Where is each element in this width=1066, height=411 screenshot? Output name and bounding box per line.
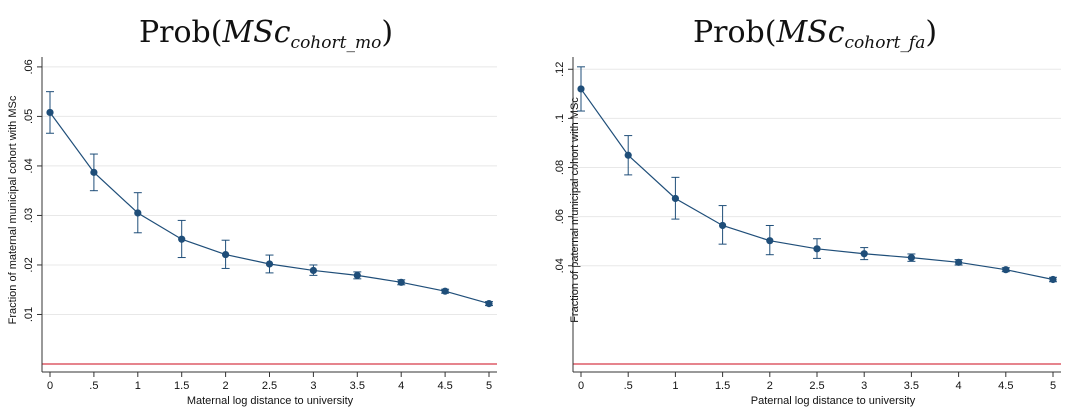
plot-area: .04 .06 .08 .1 .12 0 .5 1 1.5 2 2.5 3 3.5 4 4.5 5	[554, 57, 1061, 392]
x-axis-label: Maternal log distance to university	[187, 395, 354, 407]
data-point	[577, 85, 585, 93]
x-tick-label: 2.5	[809, 380, 824, 392]
data-point	[46, 108, 54, 117]
x-tick-label: .5	[89, 380, 98, 392]
x-tick-label: 3	[310, 380, 316, 392]
x-tick-label: 1	[135, 380, 141, 392]
y-tick-label: .06	[23, 59, 35, 74]
y-tick-label: .12	[554, 62, 566, 77]
data-point	[178, 235, 186, 243]
x-tick-label: 2	[223, 380, 229, 392]
maternal-distance-chart: Prob(MSccohort_mo) Maternal log distance…	[7, 15, 497, 407]
y-tick-label: .1	[554, 114, 566, 123]
data-point	[624, 151, 632, 159]
data-point	[907, 254, 915, 262]
x-tick-label: 5	[486, 380, 492, 392]
data-point	[719, 221, 727, 230]
data-point	[265, 260, 274, 268]
data-point	[90, 168, 98, 176]
x-tick-label: 2.5	[262, 380, 277, 392]
data-point	[134, 209, 142, 217]
y-tick-label: .08	[554, 160, 566, 175]
y-tick-label: .05	[23, 109, 35, 124]
data-point	[441, 287, 449, 295]
x-tick-label: 0	[47, 380, 53, 392]
data-point	[671, 194, 679, 203]
x-tick-label: 3	[861, 380, 867, 392]
y-tick-label: .02	[23, 257, 35, 272]
x-tick-label: 4	[956, 380, 962, 392]
x-tick-label: 1	[672, 380, 678, 392]
x-tick-label: 4	[398, 380, 404, 392]
data-point	[222, 250, 230, 259]
y-axis-label: Fraction of paternal municipal cohort wi…	[569, 97, 581, 323]
y-axis-label: Fraction of maternal municipal cohort wi…	[7, 95, 19, 324]
data-point	[485, 299, 493, 308]
data-point	[353, 271, 361, 279]
x-tick-label: 2	[767, 380, 773, 392]
x-tick-label: 0	[578, 380, 584, 392]
x-tick-label: 4.5	[998, 380, 1013, 392]
paternal-distance-chart: Prob(MSccohort_fa) Paternal log distance…	[554, 15, 1061, 407]
right-chart-panel: Prob(MSccohort_fa) Paternal log distance…	[533, 0, 1066, 411]
x-tick-label: 4.5	[437, 380, 452, 392]
chart-title: Prob(MSccohort_mo)	[139, 15, 393, 53]
x-tick-label: 1.5	[174, 380, 189, 392]
x-tick-label: 1.5	[715, 380, 730, 392]
data-point	[397, 278, 405, 286]
data-point	[1002, 266, 1010, 274]
chart-title: Prob(MSccohort_fa)	[693, 15, 937, 53]
x-tick-label: 3.5	[350, 380, 365, 392]
x-tick-label: 3.5	[904, 380, 919, 392]
x-axis-label: Paternal log distance to university	[751, 395, 916, 407]
left-chart-panel: Prob(MSccohort_mo) Maternal log distance…	[7, 15, 497, 407]
data-point	[813, 245, 821, 253]
x-tick-label: .5	[624, 380, 633, 392]
x-tick-label: 5	[1050, 380, 1056, 392]
y-tick-label: .04	[554, 258, 566, 273]
y-tick-label: .04	[23, 158, 35, 173]
data-point	[860, 250, 868, 258]
data-point	[309, 266, 317, 275]
data-point	[1049, 275, 1057, 284]
plot-area: .01 .02 .03 .04 .05 .06 0 .5 1 1.5 2 2.5 3 3.5 4 4.5 5	[23, 57, 497, 392]
data-point	[955, 258, 963, 266]
y-tick-label: .03	[23, 208, 35, 223]
y-tick-label: .01	[23, 307, 35, 322]
data-point	[766, 237, 774, 245]
series-line	[49, 112, 490, 305]
y-tick-label: .06	[554, 209, 566, 224]
